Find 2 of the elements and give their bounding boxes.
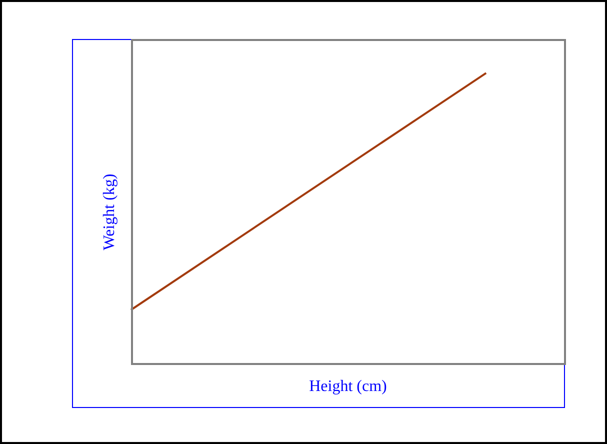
x-axis-title: Height (cm) xyxy=(308,378,388,396)
y-axis-title: Weight (kg) xyxy=(101,174,119,250)
